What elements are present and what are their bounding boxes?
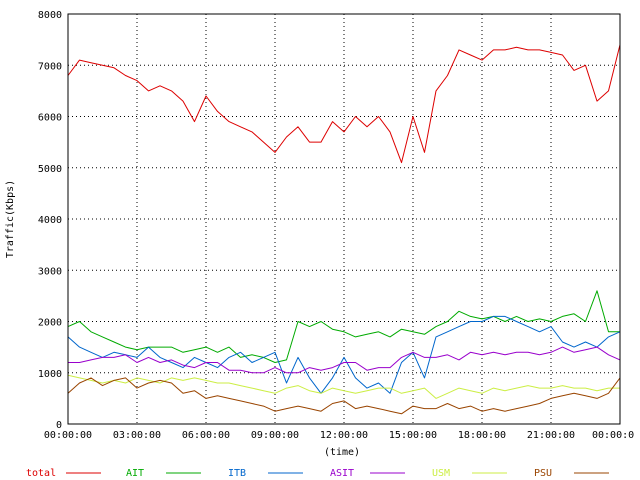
y-tick-label: 6000 <box>38 113 62 124</box>
y-axis-label: Traffic(Kbps) <box>5 180 16 258</box>
x-axis-label: (time) <box>324 447 360 458</box>
legend-label-total: total <box>26 468 56 479</box>
legend-label-itb: ITB <box>228 468 246 479</box>
y-tick-label: 1000 <box>38 369 62 380</box>
series-line-usm <box>67 374 620 399</box>
y-tick-label: 5000 <box>38 164 62 175</box>
legend-label-asit: ASIT <box>330 468 354 479</box>
y-tick-label: 4000 <box>38 215 62 226</box>
legend-label-ait: AIT <box>126 468 144 479</box>
x-tick-labels: 00:00:00 03:00:00 06:00:00 09:00:00 12:00:00… <box>44 430 634 441</box>
legend-label-usm: USM <box>432 468 450 479</box>
x-tick-label: 06:00:00 <box>182 430 230 441</box>
y-tick-label: 0 <box>56 420 62 431</box>
x-tick-label: 00:00:0 <box>592 430 634 441</box>
x-tick-label: 00:00:00 <box>44 430 92 441</box>
plot-frame <box>67 13 621 425</box>
legend: total AIT ITB ASIT USM PSU <box>26 468 609 479</box>
series-line-psu <box>67 377 621 415</box>
series-line-total <box>67 44 621 164</box>
series-line-ait <box>67 290 620 363</box>
y-tick-label: 3000 <box>38 266 62 277</box>
y-tick-labels: 0 1000 2000 3000 4000 5000 6000 7000 8000 <box>38 10 62 431</box>
x-tick-label: 09:00:00 <box>251 430 299 441</box>
legend-label-psu: PSU <box>534 468 552 479</box>
x-tick-label: 03:00:00 <box>113 430 161 441</box>
x-tick-label: 15:00:00 <box>389 430 437 441</box>
y-tick-label: 8000 <box>38 10 62 21</box>
series-line-asit <box>68 346 621 374</box>
grid <box>68 14 620 424</box>
y-tick-label: 7000 <box>38 61 62 72</box>
x-tick-label: 21:00:00 <box>527 430 575 441</box>
x-tick-label: 12:00:00 <box>320 430 368 441</box>
series-lines <box>67 44 621 415</box>
x-tick-label: 18:00:00 <box>458 430 506 441</box>
y-tick-label: 2000 <box>38 318 62 329</box>
series-line-itb <box>67 315 621 394</box>
